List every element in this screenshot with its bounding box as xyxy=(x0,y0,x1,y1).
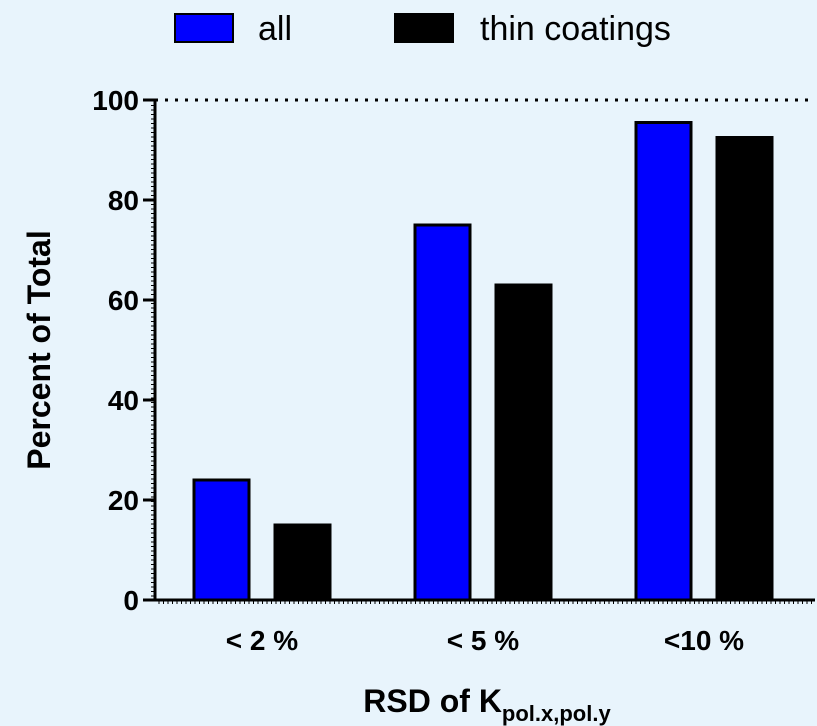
bar-all-0 xyxy=(192,478,251,602)
bars xyxy=(192,121,774,602)
bar-thin-coatings-2 xyxy=(715,136,774,602)
y-tick-label-100: 100 xyxy=(92,85,139,116)
y-axis-ticks: 0 20 40 60 80 100 xyxy=(92,85,155,616)
x-tick-label-0: < 2 % xyxy=(226,625,298,656)
y-tick-label-60: 60 xyxy=(108,285,139,316)
x-axis-title-main: RSD of K xyxy=(363,683,502,719)
x-tick-label-2: <10 % xyxy=(664,625,744,656)
x-tick-label-1: < 5 % xyxy=(447,625,519,656)
y-tick-label-20: 20 xyxy=(108,485,139,516)
bar-all-2 xyxy=(634,121,693,602)
y-tick-label-40: 40 xyxy=(108,385,139,416)
bar-thin-coatings-0 xyxy=(273,523,332,602)
x-axis-ticks: < 2 % < 5 % <10 % xyxy=(158,600,812,656)
y-tick-label-80: 80 xyxy=(108,185,139,216)
x-axis-title: RSD of Kpol.x,pol.y xyxy=(363,683,611,726)
bar-thin-coatings-1 xyxy=(494,283,553,602)
legend: all thin coatings xyxy=(174,10,671,48)
legend-label-all: all xyxy=(258,10,292,48)
bar-all-1 xyxy=(413,223,472,602)
legend-swatch-thin-coatings xyxy=(394,13,454,43)
legend-swatch-all xyxy=(174,13,234,43)
x-axis-title-subscript: pol.x,pol.y xyxy=(502,701,612,726)
y-axis-title: Percent of Total xyxy=(21,230,57,469)
plot-area: 0 20 40 60 80 100 < 2 % < 5 % <10 % xyxy=(92,85,815,656)
legend-label-thin-coatings: thin coatings xyxy=(480,10,671,48)
y-tick-label-0: 0 xyxy=(123,585,139,616)
